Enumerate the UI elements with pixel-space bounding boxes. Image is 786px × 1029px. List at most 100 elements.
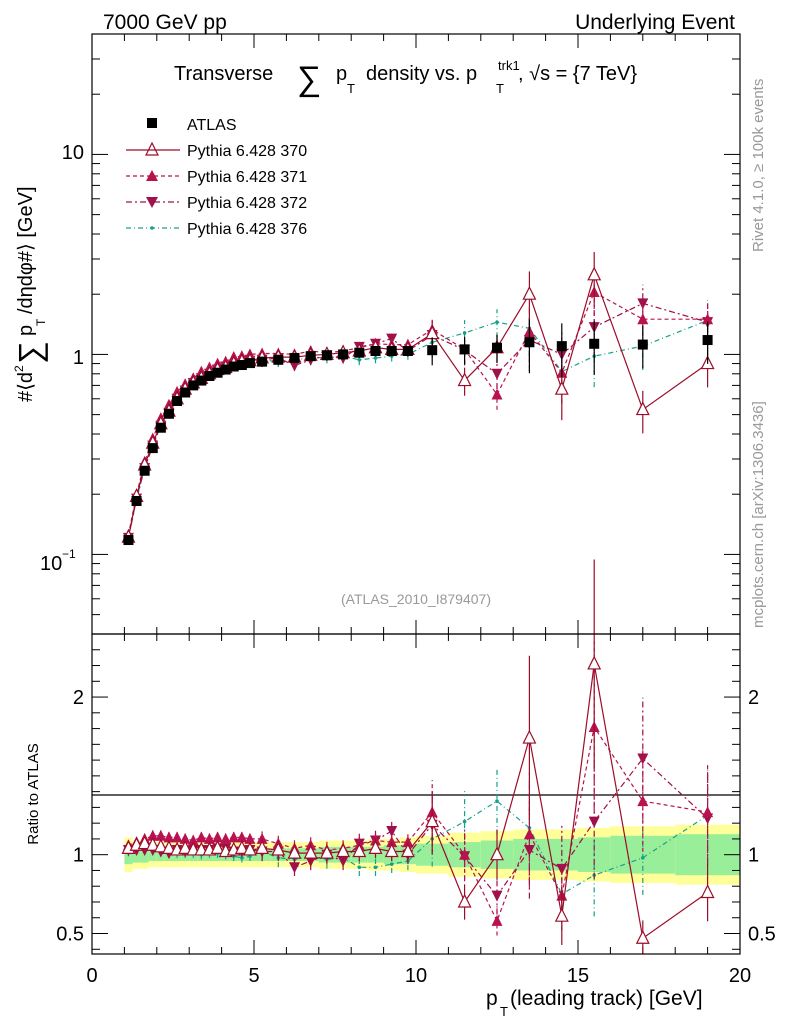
point-p371 <box>637 795 649 807</box>
series-line-p370 <box>128 663 708 940</box>
point-p370 <box>153 838 168 853</box>
point-p370 <box>554 907 569 922</box>
point-atlas <box>196 375 207 386</box>
main-marks <box>121 252 715 546</box>
legend: ATLAS Pythia 6.428 370 Pythia 6.428 371 … <box>126 117 307 238</box>
point-atlas <box>228 361 239 372</box>
ratio-axes: 0 5 10 15 20 0.5 0.5 1 1 2 2 <box>56 634 776 987</box>
point-p371 <box>228 831 240 843</box>
point-p372 <box>556 863 568 875</box>
point-p372 <box>637 298 649 310</box>
point-p372 <box>289 862 300 874</box>
side-rivet: Rivet 4.1.0, ≥ 100k events <box>750 79 767 252</box>
point-p376 <box>357 865 362 870</box>
point-p376 <box>495 320 499 324</box>
point-atlas <box>172 395 183 406</box>
legend-label-p371: Pythia 6.428 371 <box>187 169 307 186</box>
point-p370 <box>457 893 472 908</box>
point-p370 <box>255 840 270 854</box>
ylabel-T: T <box>34 318 48 326</box>
point-p370 <box>234 840 249 854</box>
title-T: T <box>347 81 355 96</box>
point-p376 <box>462 331 467 335</box>
point-atlas <box>212 367 223 378</box>
ylabel-p: p <box>15 325 37 336</box>
point-p371 <box>244 832 256 844</box>
main-panel: Transverse ∑ p T density vs. p trk1 T , … <box>12 33 741 635</box>
ratio-ytick-label: 0.5 <box>56 924 84 946</box>
point-p370 <box>490 846 504 861</box>
point-p370 <box>137 835 152 850</box>
point-p371 <box>386 836 398 848</box>
point-p371 <box>491 388 503 400</box>
point-p370 <box>425 813 440 828</box>
point-p370 <box>587 266 602 281</box>
series-line-p376 <box>128 800 708 895</box>
point-p370 <box>161 840 176 854</box>
point-p371 <box>256 832 268 844</box>
x-axis-label-T: T <box>500 1004 508 1019</box>
point-p371 <box>402 836 414 848</box>
legend-marker-p371 <box>146 170 158 181</box>
ratio-y-axis-label: Ratio to ATLAS <box>25 743 42 844</box>
xtick-label: 0 <box>86 965 97 987</box>
ytick-label-0.1-base: 10 <box>40 553 62 575</box>
point-p371 <box>212 831 224 843</box>
point-p372 <box>588 816 600 828</box>
ylabel-sup: 2 <box>12 365 26 372</box>
ylabel-a: #⟨d <box>15 372 37 402</box>
point-p371 <box>236 831 248 843</box>
title-p: p <box>336 63 347 85</box>
point-p370 <box>700 884 715 899</box>
point-p376 <box>641 856 645 860</box>
ratio-ytick-label-right: 2 <box>748 687 759 709</box>
point-atlas <box>637 339 648 350</box>
ytick-label-1: 1 <box>73 347 84 369</box>
point-p370 <box>400 843 415 858</box>
point-p370 <box>635 929 650 944</box>
point-p371 <box>195 831 207 843</box>
point-p370 <box>635 401 650 416</box>
point-p371 <box>220 832 232 844</box>
point-atlas <box>236 360 247 371</box>
title-post: , √s = {7 TeV} <box>518 63 637 85</box>
point-p371 <box>702 806 714 818</box>
point-p370 <box>178 840 193 854</box>
legend-label-p372: Pythia 6.428 372 <box>187 195 307 212</box>
point-atlas <box>163 408 174 419</box>
point-atlas <box>354 347 365 358</box>
ratio-frame <box>91 633 741 955</box>
point-p371 <box>147 829 159 841</box>
xtick-label: 15 <box>567 965 589 987</box>
point-atlas <box>321 350 332 361</box>
point-p370 <box>384 843 399 858</box>
point-p370 <box>522 729 537 744</box>
point-p371 <box>179 832 191 844</box>
title-trk1: trk1 <box>498 58 520 73</box>
point-atlas <box>589 338 600 349</box>
point-p371 <box>491 914 503 926</box>
legend-label-atlas: ATLAS <box>187 117 237 134</box>
series-line-p376 <box>127 319 708 539</box>
x-axis-label-p: p <box>486 987 498 1010</box>
point-p372 <box>491 368 503 380</box>
point-atlas <box>244 358 255 369</box>
ytick-label-10: 10 <box>62 142 84 164</box>
point-atlas <box>702 335 713 346</box>
point-p376 <box>389 862 394 866</box>
side-mcplots: mcplots.cern.ch [arXiv:1306.3436] <box>750 401 767 628</box>
header-right: Underlying Event <box>575 11 735 34</box>
xtick-label: 20 <box>729 965 751 987</box>
point-p376 <box>373 356 378 360</box>
point-p376 <box>462 819 467 824</box>
ylabel-b: /dηdφ#⟩ [GeV] <box>15 186 37 314</box>
point-atlas <box>556 341 567 352</box>
title-mid: density vs. p <box>366 63 477 85</box>
point-atlas <box>155 422 166 433</box>
point-p371 <box>459 848 471 860</box>
point-atlas <box>273 354 284 365</box>
point-p372 <box>289 360 300 372</box>
point-p371 <box>637 313 649 325</box>
point-p371 <box>187 834 199 846</box>
point-p371 <box>203 832 215 844</box>
